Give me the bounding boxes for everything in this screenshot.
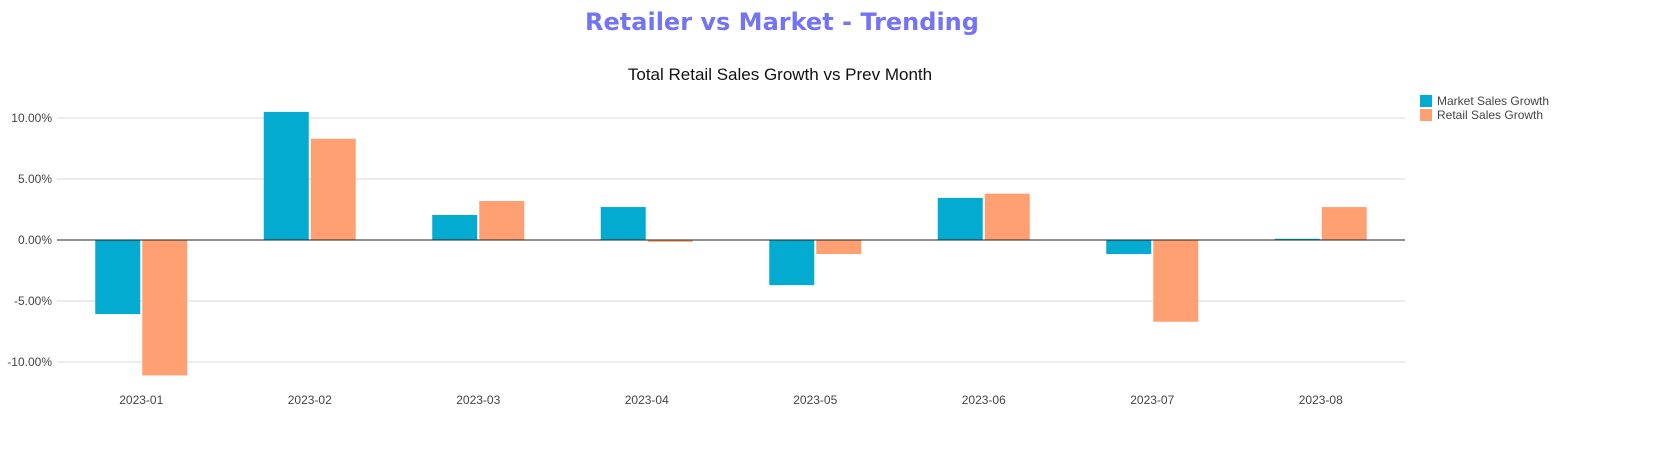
bar-market-2023-08[interactable] bbox=[1274, 238, 1320, 240]
bar-retail-2023-04[interactable] bbox=[647, 240, 693, 242]
chart-title: Total Retail Sales Growth vs Prev Month bbox=[628, 65, 932, 84]
bar-retail-2023-08[interactable] bbox=[1321, 207, 1367, 240]
y-tick-label: 5.00% bbox=[18, 172, 52, 186]
bar-market-2023-02[interactable] bbox=[263, 111, 309, 241]
x-tick-label: 2023-04 bbox=[625, 393, 669, 407]
page-title: Retailer vs Market - Trending bbox=[585, 8, 979, 36]
x-tick-label: 2023-02 bbox=[288, 393, 332, 407]
y-tick-label: -5.00% bbox=[14, 294, 52, 308]
legend-swatch-market[interactable] bbox=[1420, 95, 1432, 107]
legend-swatch-retail[interactable] bbox=[1420, 109, 1432, 121]
bar-market-2023-07[interactable] bbox=[1106, 240, 1152, 255]
legend: Market Sales Growth Retail Sales Growth bbox=[1420, 94, 1549, 122]
bar-retail-2023-06[interactable] bbox=[984, 193, 1030, 240]
bar-market-2023-01[interactable] bbox=[95, 240, 141, 315]
bar-retail-2023-01[interactable] bbox=[142, 240, 188, 376]
y-tick-label: 0.00% bbox=[18, 233, 52, 247]
bar-retail-2023-07[interactable] bbox=[1153, 240, 1199, 322]
x-tick-label: 2023-03 bbox=[456, 393, 500, 407]
bar-retail-2023-05[interactable] bbox=[816, 240, 862, 255]
x-tick-label: 2023-06 bbox=[962, 393, 1006, 407]
bar-market-2023-05[interactable] bbox=[769, 240, 815, 286]
legend-label-retail[interactable]: Retail Sales Growth bbox=[1437, 108, 1543, 122]
y-tick-label: 10.00% bbox=[11, 111, 52, 125]
x-tick-label: 2023-01 bbox=[119, 393, 163, 407]
bar-market-2023-06[interactable] bbox=[937, 197, 983, 240]
x-tick-label: 2023-08 bbox=[1299, 393, 1343, 407]
bar-market-2023-03[interactable] bbox=[432, 214, 478, 240]
bar-market-2023-04[interactable] bbox=[600, 207, 646, 240]
legend-label-market[interactable]: Market Sales Growth bbox=[1437, 94, 1549, 108]
bar-retail-2023-02[interactable] bbox=[310, 138, 356, 240]
x-tick-label: 2023-07 bbox=[1130, 393, 1174, 407]
x-tick-label: 2023-05 bbox=[793, 393, 837, 407]
y-tick-label: -10.00% bbox=[7, 355, 52, 369]
bar-retail-2023-03[interactable] bbox=[479, 200, 525, 240]
